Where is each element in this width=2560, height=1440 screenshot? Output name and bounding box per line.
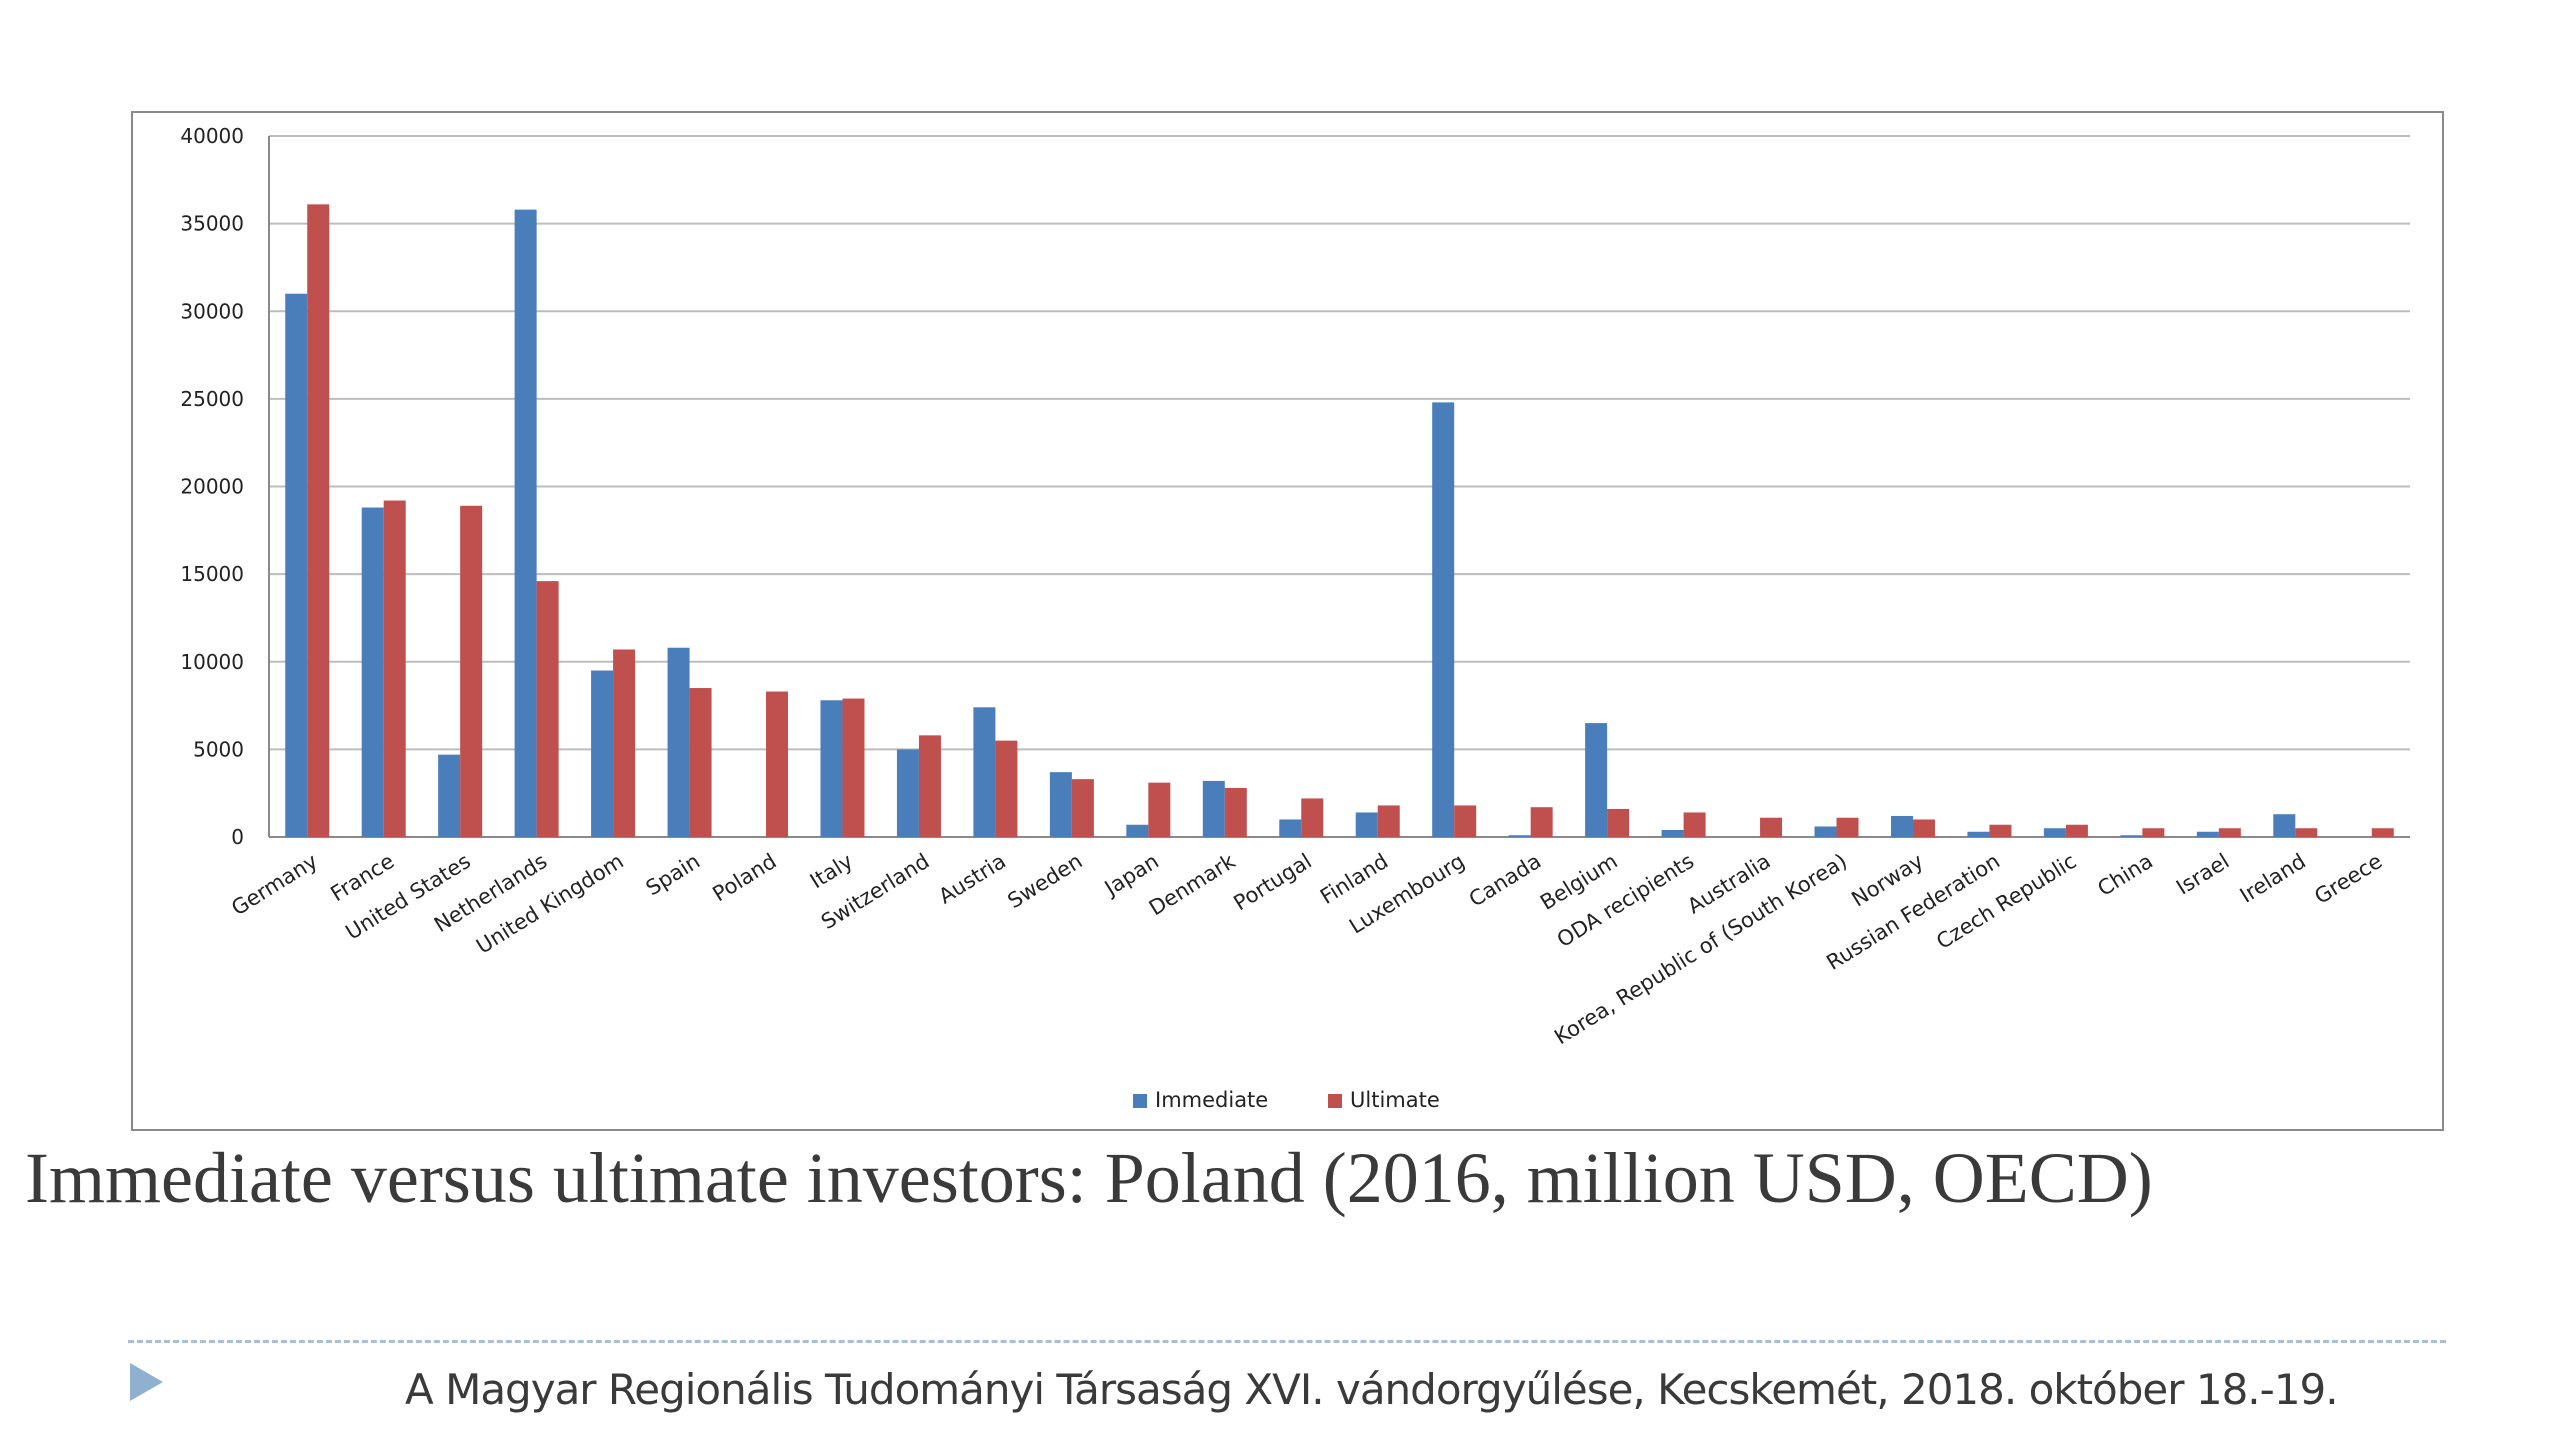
slide-title: Immediate versus ultimate investors: Pol… [25, 1138, 2153, 1218]
bar-ultimate-ireland [2295, 828, 2318, 837]
bar-immediate-belgium [1585, 723, 1608, 837]
x-tick-label: Spain [642, 849, 704, 900]
bar-immediate-united-kingdom [591, 670, 614, 837]
bar-ultimate-oda-recipients [1683, 812, 1706, 837]
legend-swatch-ultimate [1328, 1094, 1342, 1108]
bar-ultimate-israel [2218, 828, 2241, 837]
legend-label-ultimate: Ultimate [1350, 1088, 1440, 1112]
triangle-bullet-icon [130, 1363, 163, 1401]
bar-ultimate-russian-federation [1989, 824, 2012, 837]
x-tick-label: Portugal [1229, 849, 1315, 915]
bar-ultimate-spain [689, 688, 712, 837]
bar-immediate-italy [820, 700, 843, 837]
bar-immediate-korea-republic-of-south-korea- [1814, 826, 1837, 837]
bar-ultimate-denmark [1224, 787, 1247, 837]
bar-ultimate-finland [1377, 805, 1400, 837]
bar-ultimate-belgium [1607, 808, 1630, 837]
bar-ultimate-austria [995, 740, 1018, 837]
bar-immediate-israel [2196, 831, 2219, 837]
bar-immediate-china [2120, 835, 2143, 837]
bar-immediate-denmark [1202, 780, 1225, 837]
footer-divider [128, 1340, 2446, 1343]
chart-frame: 0 5000 10000 15000 20000 25000 30000 35000 40000… [131, 111, 2444, 1131]
y-tick-label: 30000 [180, 299, 244, 323]
bar-immediate-russian-federation [1967, 831, 1990, 837]
y-tick-label: 5000 [193, 737, 244, 761]
x-tick-label: Israel [2172, 849, 2233, 900]
bar-immediate-portugal [1279, 819, 1302, 837]
bar-ultimate-canada [1530, 807, 1553, 837]
x-tick-label: Japan [1099, 849, 1163, 901]
bar-ultimate-sweden [1071, 779, 1094, 837]
legend-label-immediate: Immediate [1155, 1088, 1268, 1112]
x-tick-label: Ireland [2236, 849, 2310, 908]
x-tick-label: Germany [227, 849, 322, 921]
slide-footer: A Magyar Regionális Tudományi Társaság X… [405, 1365, 2339, 1414]
x-tick-label: Canada [1465, 849, 1545, 912]
bar-immediate-luxembourg [1432, 402, 1455, 837]
bar-ultimate-switzerland [918, 735, 941, 837]
y-tick-label: 40000 [180, 124, 244, 148]
bar-ultimate-poland [766, 691, 789, 837]
y-tick-label: 20000 [180, 475, 244, 499]
bar-immediate-netherlands [514, 209, 537, 838]
bar-immediate-czech-republic [2043, 828, 2066, 837]
x-tick-label: Greece [2310, 849, 2386, 909]
x-tick-label: Denmark [1145, 848, 1240, 920]
bar-ultimate-united-kingdom [613, 649, 636, 837]
bar-immediate-switzerland [896, 749, 919, 837]
bar-ultimate-czech-republic [2065, 824, 2088, 837]
x-tick-label: Czech Republic [1932, 849, 2080, 954]
bar-immediate-japan [1126, 824, 1149, 837]
x-tick-label: Italy [806, 849, 857, 893]
bar-ultimate-united-states [460, 505, 483, 837]
bar-immediate-canada [1508, 835, 1531, 837]
x-tick-label: China [2093, 849, 2157, 901]
y-tick-label: 0 [231, 825, 244, 849]
bar-immediate-spain [667, 647, 690, 837]
bar-ultimate-greece [2371, 828, 2394, 837]
x-tick-label: Sweden [1003, 849, 1086, 913]
bar-ultimate-china [2142, 828, 2165, 837]
bar-ultimate-luxembourg [1454, 805, 1477, 837]
bar-ultimate-italy [842, 698, 865, 837]
bar-immediate-sweden [1049, 772, 1072, 837]
y-tick-label: 25000 [180, 387, 244, 411]
bar-immediate-germany [285, 293, 308, 838]
y-tick-label: 15000 [180, 562, 244, 586]
legend-swatch-immediate [1133, 1094, 1147, 1108]
bar-ultimate-japan [1148, 782, 1171, 837]
bar-immediate-ireland [2273, 814, 2296, 837]
bar-immediate-united-states [438, 754, 461, 837]
y-tick-label: 10000 [180, 650, 244, 674]
bar-ultimate-portugal [1301, 798, 1324, 837]
bar-immediate-austria [973, 707, 996, 837]
bar-ultimate-netherlands [536, 581, 559, 837]
bar-immediate-finland [1355, 812, 1378, 837]
bar-ultimate-australia [1760, 817, 1783, 837]
x-tick-label: ODA recipients [1553, 849, 1698, 952]
x-tick-label: Poland [708, 849, 780, 907]
bar-ultimate-france [383, 500, 406, 837]
bar-immediate-norway [1890, 815, 1913, 837]
bar-immediate-france [361, 507, 384, 837]
bar-ultimate-korea-republic-of-south-korea- [1836, 817, 1859, 837]
y-tick-label: 35000 [180, 212, 244, 236]
bar-immediate-oda-recipients [1661, 829, 1684, 837]
bar-ultimate-norway [1912, 819, 1935, 837]
bar-chart: 0 5000 10000 15000 20000 25000 30000 35000 40000… [180, 124, 2410, 1112]
x-tick-label: Austria [934, 849, 1010, 909]
bar-ultimate-germany [307, 204, 330, 837]
